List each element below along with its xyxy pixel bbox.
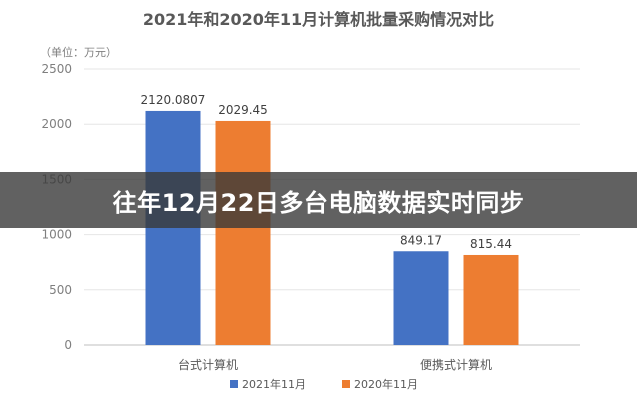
data-label: 2029.45 [218,103,268,117]
banner-text: 往年12月22日多台电脑数据实时同步 [112,188,525,217]
data-label: 2120.0807 [141,93,206,107]
y-tick-label: 1000 [41,228,72,242]
y-tick-label: 0 [64,338,72,352]
x-tick-label: 台式计算机 [178,357,238,372]
legend-swatch [342,380,350,388]
y-tick-label: 2000 [41,117,72,131]
data-label: 815.44 [470,237,512,251]
overlay-banner: 往年12月22日多台电脑数据实时同步 [0,172,637,228]
y-tick-label: 500 [49,283,72,297]
x-tick-label: 便携式计算机 [420,357,492,372]
legend-label: 2020年11月 [354,377,418,391]
unit-label: （单位：万元） [40,46,117,59]
bar [393,251,449,345]
legend-swatch [230,380,238,388]
legend-label: 2021年11月 [242,377,306,391]
data-label: 849.17 [400,233,442,247]
y-tick-label: 2500 [41,62,72,76]
bar [463,254,519,345]
bar [215,120,271,345]
chart-title: 2021年和2020年11月计算机批量采购情况对比 [142,10,495,29]
